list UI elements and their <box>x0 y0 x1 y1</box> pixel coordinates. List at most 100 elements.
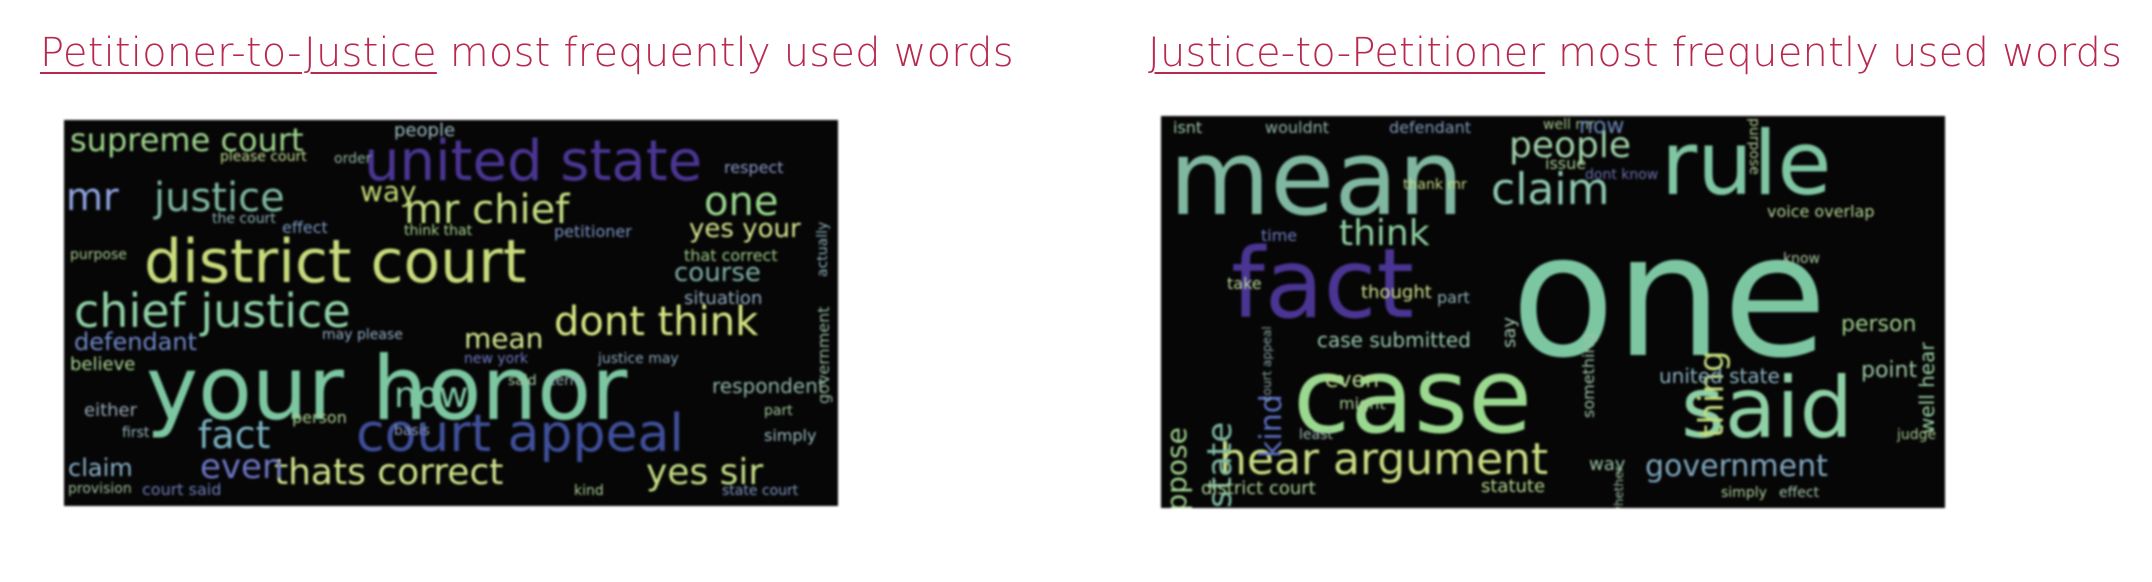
cloud-word: people <box>394 120 456 141</box>
cloud-word: mr <box>66 175 119 219</box>
cloud-word: may please <box>322 327 403 343</box>
cloud-word: think that <box>404 223 473 239</box>
cloud-word: provision <box>68 481 132 497</box>
cloud-word: respect <box>724 158 784 177</box>
cloud-word: person <box>1841 312 1917 337</box>
cloud-word: new york <box>464 351 529 367</box>
cloud-word: the court <box>212 211 276 227</box>
cloud-word: mean <box>1169 117 1464 239</box>
cloud-word: fact <box>1231 228 1415 340</box>
cloud-word: defendant <box>1389 118 1471 137</box>
cloud-word: least <box>1299 427 1333 443</box>
cloud-word: suppose <box>1161 426 1193 508</box>
cloud-word: your honor <box>146 337 628 440</box>
cloud-word: mr chief <box>404 187 570 233</box>
cloud-word: either <box>84 400 138 421</box>
cloud-word: course <box>674 258 761 288</box>
cloud-word: court said <box>142 480 222 499</box>
cloud-word: way <box>1589 454 1626 475</box>
cloud-word: petitioner <box>554 222 632 241</box>
cloud-word: take <box>1227 274 1262 293</box>
cloud-word: time <box>1261 226 1298 245</box>
cloud-word: thought <box>1361 282 1432 303</box>
cloud-word: basis <box>394 423 430 439</box>
cloud-word: yes your <box>689 214 801 244</box>
cloud-word: hear argument <box>1219 434 1549 485</box>
right-heading-link[interactable]: Justice-to-Petitioner <box>1148 30 1546 76</box>
cloud-word: statute <box>1481 476 1546 497</box>
cloud-word: isnt <box>1173 118 1203 137</box>
cloud-word: order <box>334 151 372 167</box>
cloud-word: that correct <box>684 246 778 265</box>
cloud-word: say <box>1499 317 1520 349</box>
cloud-word: dont know <box>1585 167 1659 183</box>
cloud-word: something <box>1579 333 1598 419</box>
cloud-word: part <box>1437 288 1470 307</box>
cloud-word: respondent <box>712 374 826 398</box>
cloud-word: effect <box>1779 485 1820 501</box>
cloud-word: know <box>1783 251 1820 267</box>
cloud-word: state court <box>722 483 799 499</box>
cloud-word: part <box>764 403 793 419</box>
cloud-word: court appeal <box>356 404 684 464</box>
cloud-word: might <box>1339 394 1386 413</box>
cloud-word: claim <box>68 454 133 482</box>
cloud-word: judge <box>1897 427 1937 443</box>
cloud-word: believe <box>70 354 136 375</box>
cloud-word: district court <box>1201 478 1316 499</box>
cloud-word: said <box>508 373 537 389</box>
cloud-word: situation <box>684 288 763 309</box>
cloud-word: thank mr <box>1403 177 1467 193</box>
cloud-word: simply <box>1721 485 1767 501</box>
cloud-word: people <box>1509 125 1632 166</box>
cloud-word: even <box>200 447 284 487</box>
cloud-word: kind <box>574 483 604 499</box>
left-heading-text: most frequently used words <box>436 30 1014 76</box>
cloud-word: chief justice <box>74 284 351 338</box>
cloud-word: well mr <box>1543 117 1595 133</box>
cloud-word: united state <box>1659 364 1780 388</box>
cloud-word: district court <box>144 227 527 297</box>
cloud-word: united state <box>364 129 703 194</box>
cloud-word: please court <box>220 149 307 165</box>
cloud-word: government <box>814 306 833 404</box>
cloud-word: rule <box>1661 116 1832 215</box>
cloud-word: supreme court <box>70 121 304 159</box>
left-word-cloud: your honor district court united state cour… <box>64 120 838 506</box>
cloud-word: effect <box>282 218 328 237</box>
right-heading: Justice-to-Petitioner most frequently us… <box>1148 30 2122 76</box>
cloud-word: case submitted <box>1317 328 1471 352</box>
cloud-word: mean <box>464 322 544 355</box>
cloud-word: government <box>1645 449 1828 484</box>
right-heading-text: most frequently used words <box>1545 30 2123 76</box>
cloud-word: yes sir <box>646 452 764 493</box>
cloud-word: claim <box>1491 164 1610 215</box>
cloud-word: purpose <box>70 247 127 263</box>
cloud-word: point <box>1861 358 1918 383</box>
cloud-word: dont think <box>554 299 759 345</box>
cloud-word: term <box>550 373 584 389</box>
cloud-word: justice may <box>598 351 679 367</box>
cloud-word: person <box>292 408 347 427</box>
cloud-word: justice <box>154 175 285 221</box>
cloud-word: one <box>704 179 779 225</box>
left-heading-link[interactable]: Petitioner-to-Justice <box>40 30 437 76</box>
cloud-word: now <box>394 375 469 416</box>
left-heading: Petitioner-to-Justice most frequently us… <box>40 30 1014 76</box>
cloud-word: voice overlap <box>1767 202 1875 221</box>
cloud-word: defendant <box>74 328 197 356</box>
cloud-word: first <box>122 425 150 441</box>
cloud-word: even <box>1325 368 1380 393</box>
cloud-word: kind <box>1254 394 1289 458</box>
cloud-word: whether <box>1612 466 1626 508</box>
cloud-word: said <box>1681 359 1853 457</box>
cloud-word: case <box>1293 335 1533 457</box>
cloud-word: purpose <box>1746 118 1762 175</box>
cloud-word: way <box>360 175 417 208</box>
cloud-word: now <box>1579 116 1625 139</box>
cloud-word: well hear <box>1915 342 1939 434</box>
cloud-word: one <box>1511 198 1828 396</box>
cloud-word: wouldnt <box>1265 118 1330 137</box>
cloud-word: issue <box>1545 154 1587 173</box>
cloud-word: court appeal <box>1260 326 1274 403</box>
